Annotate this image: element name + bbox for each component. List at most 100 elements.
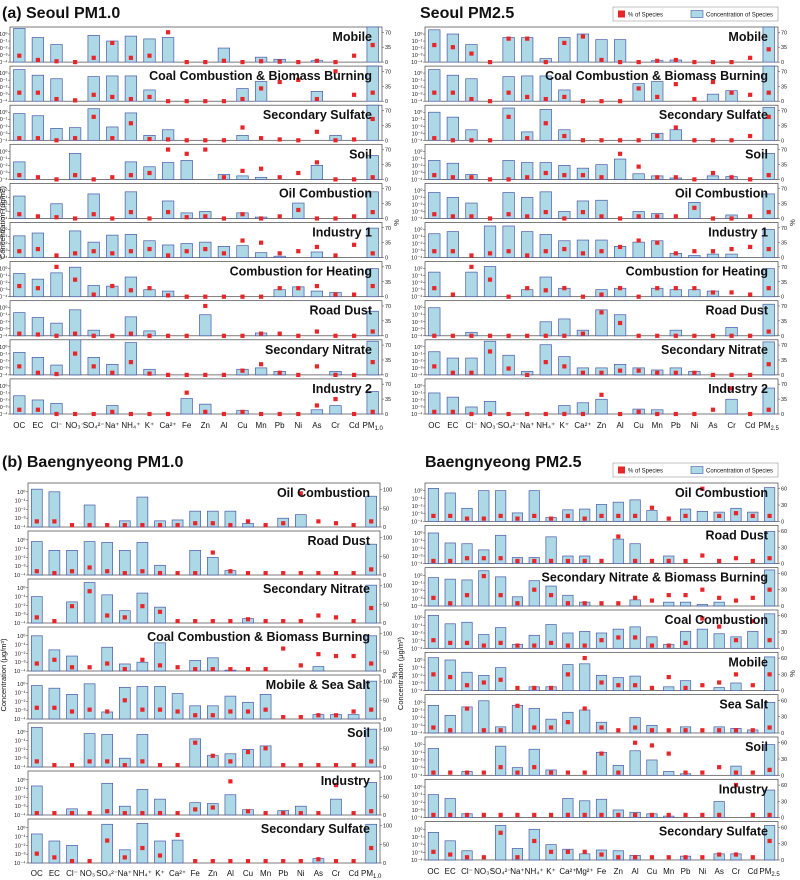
concentration-bar bbox=[180, 160, 193, 180]
percent-marker bbox=[314, 329, 319, 334]
percent-marker bbox=[259, 240, 264, 245]
concentration-bar bbox=[646, 759, 658, 776]
percent-marker bbox=[73, 216, 78, 221]
percent-marker bbox=[147, 333, 152, 338]
percent-marker bbox=[733, 852, 739, 857]
percent-marker bbox=[729, 60, 734, 65]
percent-marker bbox=[351, 571, 356, 576]
percent-marker bbox=[717, 513, 722, 518]
percent-marker bbox=[767, 556, 772, 561]
percent-marker bbox=[110, 409, 115, 414]
percent-marker bbox=[221, 175, 226, 180]
y-tick-label: 10⁰ bbox=[414, 383, 423, 390]
percent-marker bbox=[543, 411, 548, 417]
y-tick-label: 10⁻⁴ bbox=[0, 216, 8, 223]
concentration-bar bbox=[189, 705, 202, 720]
concentration-bar bbox=[478, 570, 490, 607]
percent-marker bbox=[616, 683, 621, 688]
percent-marker bbox=[748, 55, 753, 60]
concentration-bar bbox=[254, 252, 268, 258]
percent-marker bbox=[636, 368, 641, 373]
concentration-bar bbox=[136, 823, 149, 864]
percent-marker bbox=[469, 264, 474, 269]
percent-marker bbox=[562, 94, 567, 100]
x-tick-label: Al bbox=[617, 421, 624, 430]
x-tick-label: SO₄²⁻ bbox=[83, 421, 105, 430]
concentration-bar bbox=[30, 685, 43, 720]
percent-marker bbox=[580, 251, 586, 256]
concentration-bar bbox=[629, 599, 641, 607]
concentration-bar bbox=[136, 686, 149, 720]
percent-marker bbox=[729, 386, 734, 391]
percent-marker bbox=[683, 812, 688, 818]
concentration-bar bbox=[595, 39, 608, 63]
x-tick-label: Mg²⁺ bbox=[576, 867, 594, 876]
y2-tick-label: 0 bbox=[781, 731, 784, 737]
factor-label: Road Dust bbox=[706, 528, 769, 542]
concentration-bar bbox=[579, 663, 591, 691]
percent-marker bbox=[692, 96, 697, 102]
x-tick-label: Ni bbox=[691, 421, 699, 430]
percent-marker bbox=[91, 212, 96, 217]
percent-marker bbox=[298, 811, 303, 816]
x-tick-label: NH₄⁺ bbox=[133, 869, 152, 878]
x-tick-label: NO₃⁻ bbox=[65, 421, 84, 430]
percent-marker bbox=[73, 351, 78, 356]
percent-marker bbox=[52, 811, 57, 816]
percent-marker bbox=[245, 571, 251, 576]
y2-tick-label: 70 bbox=[781, 304, 787, 310]
percent-marker bbox=[240, 238, 245, 243]
y-tick-label: 10⁻¹ bbox=[0, 313, 8, 319]
y2-tick-label: 50 bbox=[383, 794, 389, 800]
x-tick-label: NH₄⁺ bbox=[121, 421, 140, 430]
y2-tick-label: 60 bbox=[781, 741, 787, 747]
concentration-bar bbox=[762, 193, 775, 219]
percent-marker bbox=[717, 624, 722, 629]
percent-marker bbox=[562, 411, 567, 417]
percent-marker bbox=[733, 728, 739, 733]
percent-marker bbox=[333, 253, 338, 258]
percent-marker bbox=[543, 288, 548, 293]
percent-marker bbox=[599, 601, 604, 606]
y2-tick-label: 35 bbox=[781, 162, 787, 168]
concentration-bar bbox=[48, 840, 61, 864]
percent-marker bbox=[221, 411, 226, 417]
percent-marker bbox=[263, 746, 268, 751]
percent-marker bbox=[34, 661, 39, 666]
y2-tick-label: 35 bbox=[385, 358, 391, 364]
percent-marker bbox=[750, 812, 755, 818]
y-tick-label: 10⁻⁴ bbox=[411, 294, 423, 301]
percent-marker bbox=[673, 411, 678, 417]
percent-marker bbox=[352, 137, 357, 142]
percent-marker bbox=[525, 372, 530, 377]
percent-marker bbox=[655, 58, 660, 63]
x-tick-label: Cd bbox=[349, 421, 359, 430]
percent-marker bbox=[666, 643, 671, 648]
x-tick-label: Mn bbox=[652, 421, 663, 430]
concentration-bar bbox=[612, 501, 624, 522]
y-tick-label: 10⁰ bbox=[414, 530, 423, 537]
percent-marker bbox=[617, 244, 623, 250]
y2-tick-label: 70 bbox=[781, 226, 787, 232]
percent-marker bbox=[729, 290, 734, 295]
y-tick-label: 10⁻¹ bbox=[412, 708, 423, 714]
legend-percent-label: % of Species bbox=[628, 13, 663, 19]
percent-marker bbox=[498, 640, 503, 645]
percent-marker bbox=[710, 79, 716, 85]
y-tick-label: 10⁻¹ bbox=[412, 274, 423, 280]
percent-marker bbox=[748, 92, 753, 97]
percent-marker bbox=[692, 249, 697, 254]
y-tick-label: 10⁻⁴ bbox=[411, 176, 423, 183]
concentration-bar bbox=[629, 499, 641, 522]
percent-marker bbox=[599, 310, 604, 315]
percent-marker bbox=[636, 409, 641, 414]
percent-marker bbox=[464, 640, 470, 645]
percent-marker bbox=[525, 333, 530, 338]
concentration-bar bbox=[762, 303, 775, 337]
concentration-bar bbox=[366, 391, 379, 415]
y2-tick-label: 70 bbox=[385, 265, 391, 271]
percent-marker bbox=[580, 173, 586, 178]
